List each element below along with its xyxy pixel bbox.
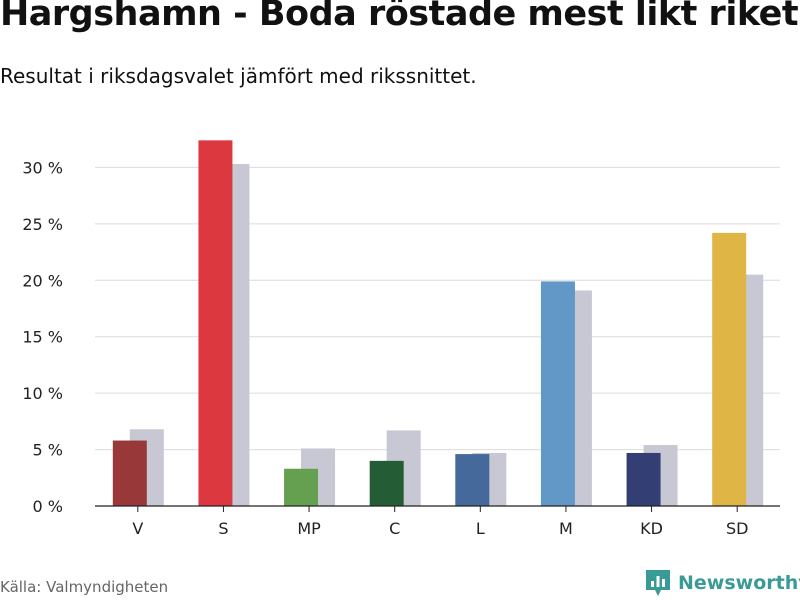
brand-name: Newsworthy (678, 572, 800, 594)
y-tick-label: 20 % (22, 271, 63, 290)
y-tick-label: 25 % (22, 215, 63, 234)
bar-local-result (284, 468, 319, 506)
y-tick-label: 5 % (33, 441, 63, 460)
y-tick-label: 10 % (22, 384, 63, 403)
chart-title: Hargshamn - Boda röstade mest likt riket (0, 0, 799, 34)
x-tick-label: C (389, 519, 400, 538)
x-tick-label: L (476, 519, 485, 538)
bar-local-result (112, 440, 147, 506)
bar-local-result (198, 140, 233, 507)
y-tick-label: 30 % (22, 158, 63, 177)
x-tick-label: S (218, 519, 228, 538)
bar-chart: 0 % 5 % 10 % 15 % 20 % 25 % 30 % V S MP C L M KD SD (22, 140, 780, 538)
bar-local-result (626, 452, 661, 506)
bar-local-result (369, 460, 404, 506)
y-tick-label: 15 % (22, 328, 63, 347)
x-tick-label: SD (726, 519, 748, 538)
brand-logo: Newsworthy (644, 568, 800, 598)
bar-local-result (455, 454, 490, 506)
source-note: Källa: Valmyndigheten (0, 578, 169, 596)
bar-local-result (712, 232, 747, 506)
x-tick-label: KD (640, 519, 663, 538)
chart-subtitle: Resultat i riksdagsvalet jämfört med rik… (0, 64, 477, 88)
x-tick-label: V (132, 519, 143, 538)
x-tick-label: MP (297, 519, 321, 538)
bar-local-result (540, 281, 575, 506)
bar-chart-logo-icon (646, 570, 670, 596)
x-tick-label: M (559, 519, 573, 538)
y-tick-label: 0 % (33, 497, 63, 516)
